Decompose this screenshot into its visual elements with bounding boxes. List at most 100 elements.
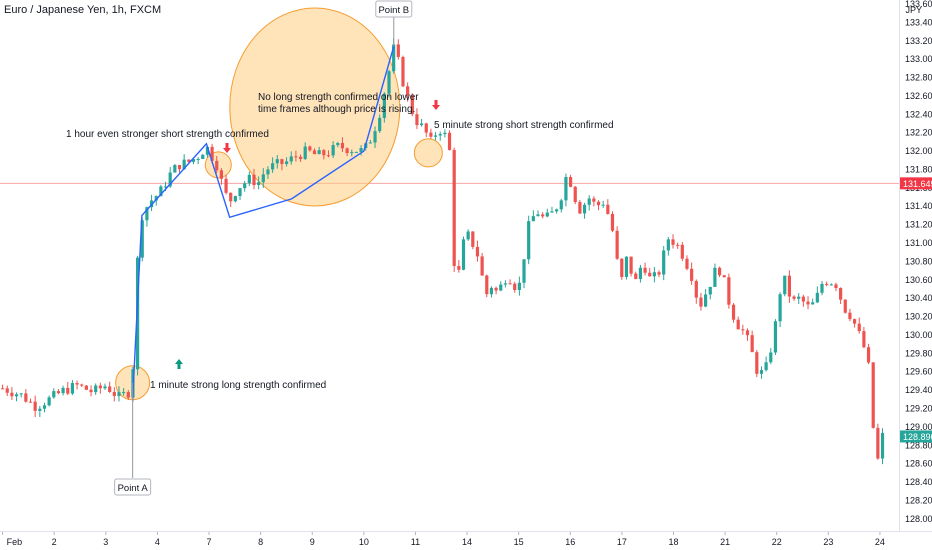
candle-body	[56, 391, 61, 394]
annotation-no-long-line1[interactable]: No long strength confirmed on lower	[258, 92, 419, 103]
x-tick-label: 3	[103, 537, 108, 547]
candle-body	[494, 287, 498, 291]
candle-body	[880, 432, 885, 459]
candle-body	[257, 182, 261, 186]
annotation-one-hour[interactable]: 1 hour even stronger short strength conf…	[66, 129, 269, 140]
candle-body	[866, 347, 871, 363]
candle-body	[722, 275, 726, 278]
y-tick-label: 129.800	[905, 348, 932, 358]
candle-body	[275, 159, 279, 164]
candle-body	[126, 392, 130, 398]
candle-body	[457, 266, 461, 270]
candle-body	[447, 132, 452, 150]
candle-body	[42, 405, 47, 409]
candle-body	[820, 283, 824, 293]
candle-body	[28, 401, 33, 403]
candle-body	[755, 352, 759, 374]
y-tick-label: 128.400	[905, 477, 932, 487]
candle-body	[261, 174, 265, 183]
current-price-label: 128.896	[900, 430, 932, 443]
candle-body	[731, 304, 736, 320]
price-axis[interactable]: 133.600 133.400 133.200 133.000 132.800 132.6…	[905, 0, 932, 524]
candle-body	[173, 165, 177, 173]
candle-body	[480, 256, 484, 276]
trendlines[interactable]	[131, 46, 395, 400]
y-tick-label: 132.400	[905, 109, 932, 119]
candle-body	[857, 323, 861, 332]
candle-body	[0, 388, 5, 390]
candle-body	[247, 174, 251, 184]
candle-body	[471, 231, 475, 247]
candle-body	[438, 134, 442, 136]
candle-body	[615, 230, 619, 259]
candle-body	[317, 150, 321, 155]
candle-body	[112, 391, 116, 396]
candle-body	[508, 283, 512, 285]
candle-body	[527, 221, 531, 260]
candle-body	[406, 86, 410, 96]
candle-body	[657, 272, 661, 275]
candle-body	[871, 362, 875, 428]
x-tick-label: 8	[258, 537, 263, 547]
candle-body	[336, 143, 340, 146]
candle-body	[783, 275, 787, 295]
candle-body	[84, 385, 88, 390]
candle-body	[159, 186, 163, 197]
candles	[0, 38, 885, 465]
arrow-up-icon	[175, 359, 183, 369]
annotation-no-long-line2[interactable]: time frames although price is rising.	[258, 104, 415, 115]
candle-body	[252, 174, 256, 186]
y-tick-label: 128.800	[905, 440, 932, 450]
candle-body	[811, 302, 815, 305]
candle-body	[773, 321, 778, 353]
candle-body	[513, 283, 517, 290]
candle-body	[848, 312, 852, 320]
candle-body	[294, 156, 298, 158]
candle-body	[564, 177, 568, 201]
candle-body	[24, 393, 28, 402]
highlight-circle-main	[229, 7, 401, 207]
trendline	[131, 46, 395, 400]
candle-body	[648, 272, 652, 277]
y-tick-label: 131.000	[905, 238, 932, 248]
candle-body	[699, 297, 703, 307]
candle-body	[610, 213, 615, 231]
candle-body	[289, 156, 293, 162]
candle-body	[14, 394, 19, 397]
candle-body	[266, 169, 270, 175]
candle-body	[382, 93, 386, 118]
candle-body	[461, 239, 466, 270]
point-b-label: Point B	[378, 5, 409, 16]
y-tick-label: 132.000	[905, 146, 932, 156]
y-tick-label: 128.200	[905, 495, 932, 505]
candle-body	[489, 287, 494, 295]
candle-body	[280, 159, 284, 164]
point-a-box	[114, 478, 152, 496]
candle-body	[643, 267, 647, 273]
time-axis[interactable]: Feb 2 3 4 7 8 9 10 11 14 15 16 17 18 21 22 23 24	[2, 532, 885, 547]
candle-body	[694, 280, 698, 298]
arrow-down-icon	[432, 100, 440, 110]
candle-body	[839, 287, 843, 300]
candle-body	[168, 172, 172, 187]
arrow-down-icon	[223, 143, 231, 153]
x-tick-label: 17	[617, 537, 627, 547]
svg-text:131.649: 131.649	[903, 179, 932, 189]
x-tick-label: 22	[772, 537, 782, 547]
x-tick-label: 16	[565, 537, 575, 547]
annotation-one-minute[interactable]: 1 minute strong long strength confirmed	[150, 380, 326, 391]
candle-body	[764, 362, 768, 371]
y-tick-label: 132.800	[905, 73, 932, 83]
annotation-five-minute[interactable]: 5 minute strong short strength confirmed	[434, 120, 614, 131]
candle-body	[350, 152, 354, 154]
candle-body	[419, 123, 424, 126]
candle-body	[555, 209, 559, 212]
candle-body	[271, 163, 275, 170]
candle-body	[522, 259, 526, 283]
candle-body	[568, 177, 573, 187]
candle-body	[66, 387, 70, 394]
candle-body	[601, 204, 605, 206]
point-b-box	[375, 0, 413, 18]
